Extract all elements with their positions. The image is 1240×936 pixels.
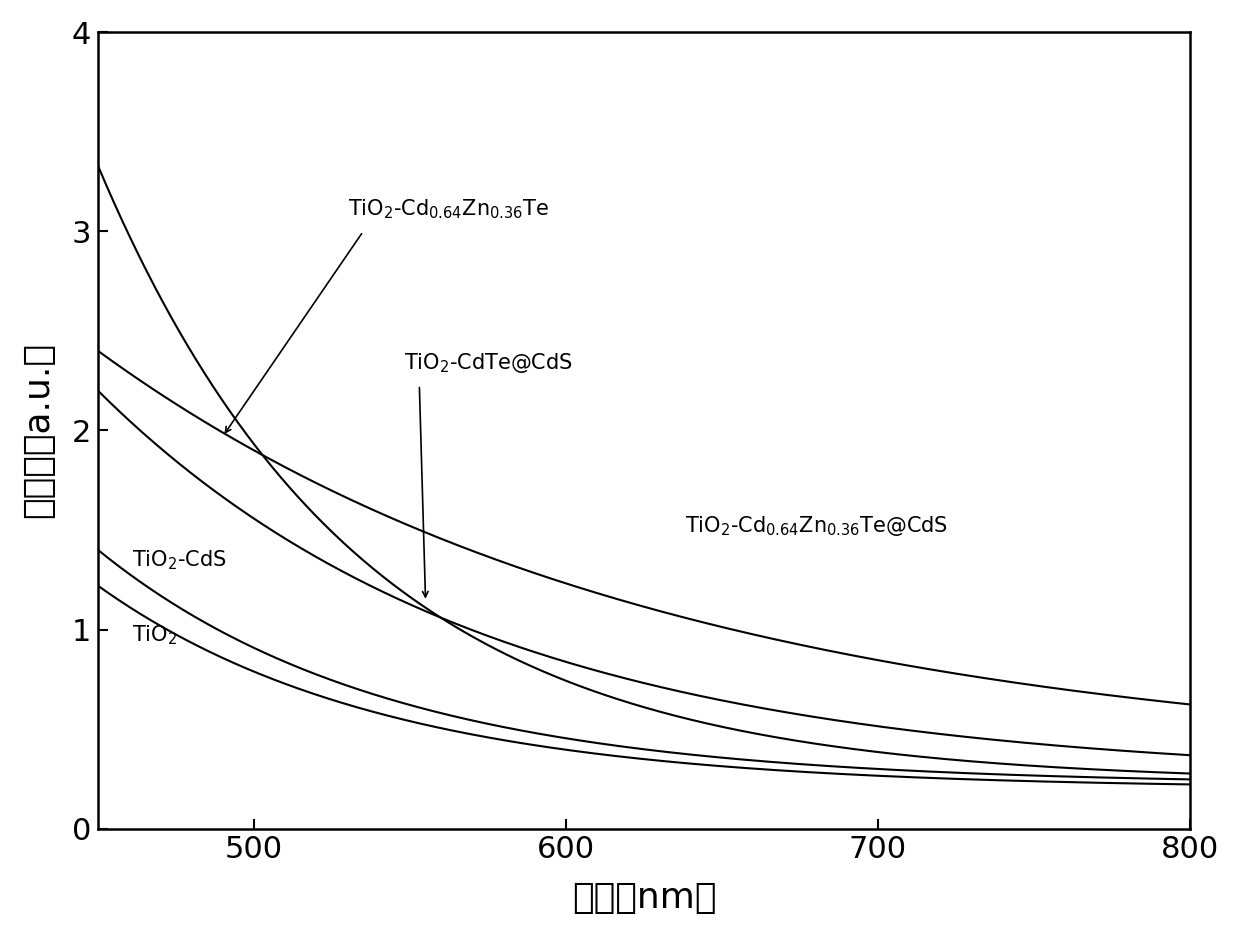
X-axis label: 波长（nm）: 波长（nm）: [572, 881, 717, 915]
Text: $\mathrm{TiO_2}$: $\mathrm{TiO_2}$: [133, 623, 177, 648]
Y-axis label: 吸光度（a.u.）: 吸光度（a.u.）: [21, 343, 55, 519]
Text: $\mathrm{TiO_2}$-$\mathrm{Cd_{0.64}Zn_{0.36}Te}$: $\mathrm{TiO_2}$-$\mathrm{Cd_{0.64}Zn_{0…: [347, 197, 549, 222]
Text: $\mathrm{TiO_2}$-$\mathrm{CdS}$: $\mathrm{TiO_2}$-$\mathrm{CdS}$: [133, 548, 227, 572]
Text: $\mathrm{TiO_2}$-$\mathrm{CdTe@CdS}$: $\mathrm{TiO_2}$-$\mathrm{CdTe@CdS}$: [404, 351, 573, 374]
Text: $\mathrm{TiO_2}$-$\mathrm{Cd_{0.64}Zn_{0.36}Te@CdS}$: $\mathrm{TiO_2}$-$\mathrm{Cd_{0.64}Zn_{0…: [684, 514, 947, 538]
